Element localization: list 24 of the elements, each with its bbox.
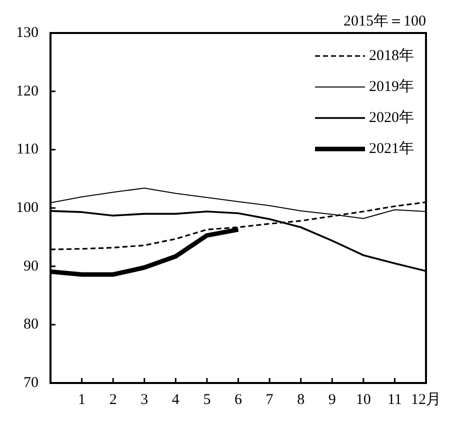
legend-label: 2020年	[369, 108, 414, 126]
y-tick-label: 80	[24, 316, 38, 333]
x-tick-label: 3	[140, 392, 148, 408]
x-tick-label: 7	[266, 392, 274, 408]
y-tick-label: 100	[16, 200, 38, 216]
x-tick-label: 11	[387, 392, 402, 408]
x-tick-label: 12月	[411, 392, 441, 408]
legend-label: 2021年	[369, 140, 414, 157]
legend-label: 2019年	[369, 78, 414, 95]
y-tick-label: 90	[24, 258, 38, 274]
x-tick-label: 8	[297, 392, 305, 408]
y-tick-label: 70	[24, 374, 38, 391]
y-tick-label: 120	[16, 83, 38, 100]
x-tick-label: 4	[172, 392, 180, 408]
legend-label: 2018年	[369, 46, 414, 64]
x-tick-label: 1	[78, 392, 86, 408]
x-tick-label: 10	[356, 392, 371, 408]
y-tick-label: 130	[16, 24, 38, 41]
text: 2015年＝100	[344, 12, 426, 30]
y-tick-label: 110	[16, 142, 38, 158]
x-tick-label: 2	[109, 392, 117, 408]
x-tick-label: 9	[328, 392, 336, 408]
x-tick-label: 6	[234, 392, 242, 408]
x-tick-label: 5	[203, 392, 211, 408]
